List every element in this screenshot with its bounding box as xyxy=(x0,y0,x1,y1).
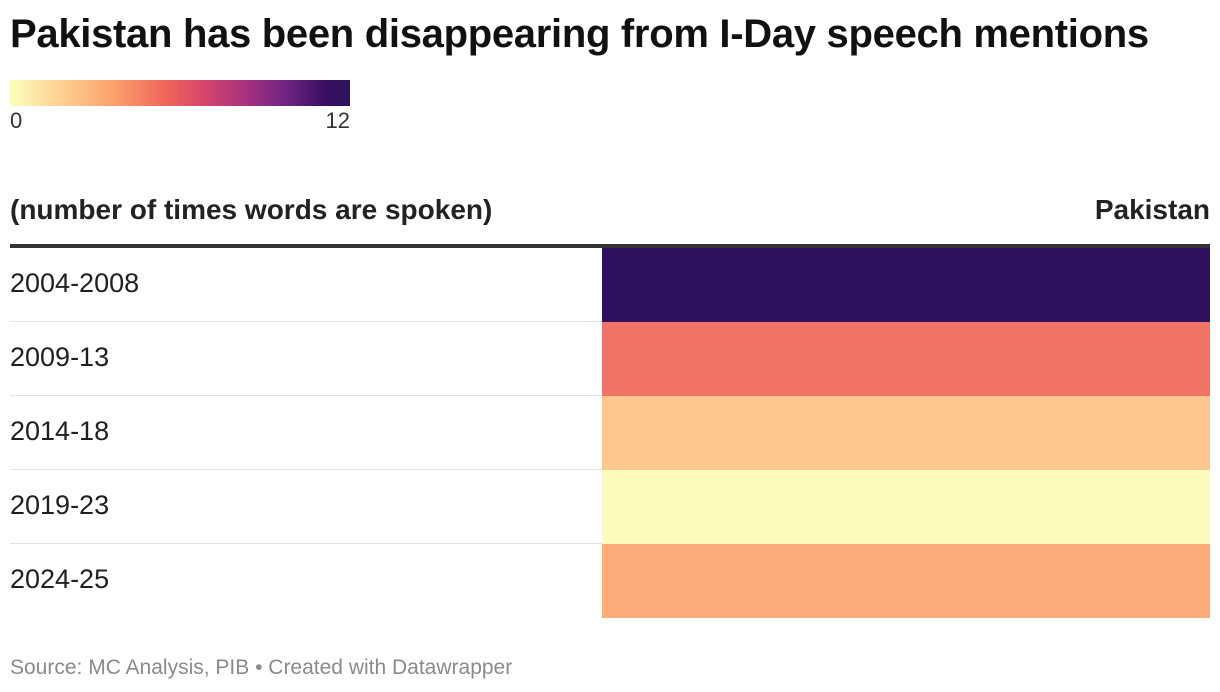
legend-max-label: 12 xyxy=(325,108,350,133)
heatmap-cell xyxy=(602,396,1210,470)
legend-labels: 0 12 xyxy=(10,106,350,133)
heatmap-cell xyxy=(602,470,1210,544)
row-label: 2004-2008 xyxy=(10,268,140,298)
row-label: 2019-23 xyxy=(10,490,110,520)
source-note: Source: MC Analysis, PIB • Created with … xyxy=(10,656,513,679)
legend-gradient-bar xyxy=(10,80,350,106)
heatmap-row: 2024-25 xyxy=(10,544,1210,618)
heatmap-row: 2009-13 xyxy=(10,322,1210,396)
heatmap-row: 2014-18 xyxy=(10,396,1210,470)
row-header-label: (number of times words are spoken) xyxy=(10,194,493,225)
legend-min-label: 0 xyxy=(10,108,23,133)
chart-title: Pakistan has been disappearing from I-Da… xyxy=(10,12,1149,56)
heatmap-cell xyxy=(602,248,1210,322)
heatmap-cell xyxy=(602,544,1210,618)
heatmap-cell xyxy=(602,322,1210,396)
table-header: (number of times words are spoken) Pakis… xyxy=(10,190,1210,248)
color-legend: 0 12 xyxy=(10,80,350,133)
column-header-pakistan: Pakistan xyxy=(1094,194,1210,225)
row-label: 2009-13 xyxy=(10,342,110,372)
heatmap-rows: 2004-2008 2009-13 2014-18 2019-23 2024-2… xyxy=(10,248,1210,618)
heatmap-row: 2019-23 xyxy=(10,470,1210,544)
heatmap-row: 2004-2008 xyxy=(10,248,1210,322)
row-label: 2024-25 xyxy=(10,564,110,594)
row-label: 2014-18 xyxy=(10,416,110,446)
